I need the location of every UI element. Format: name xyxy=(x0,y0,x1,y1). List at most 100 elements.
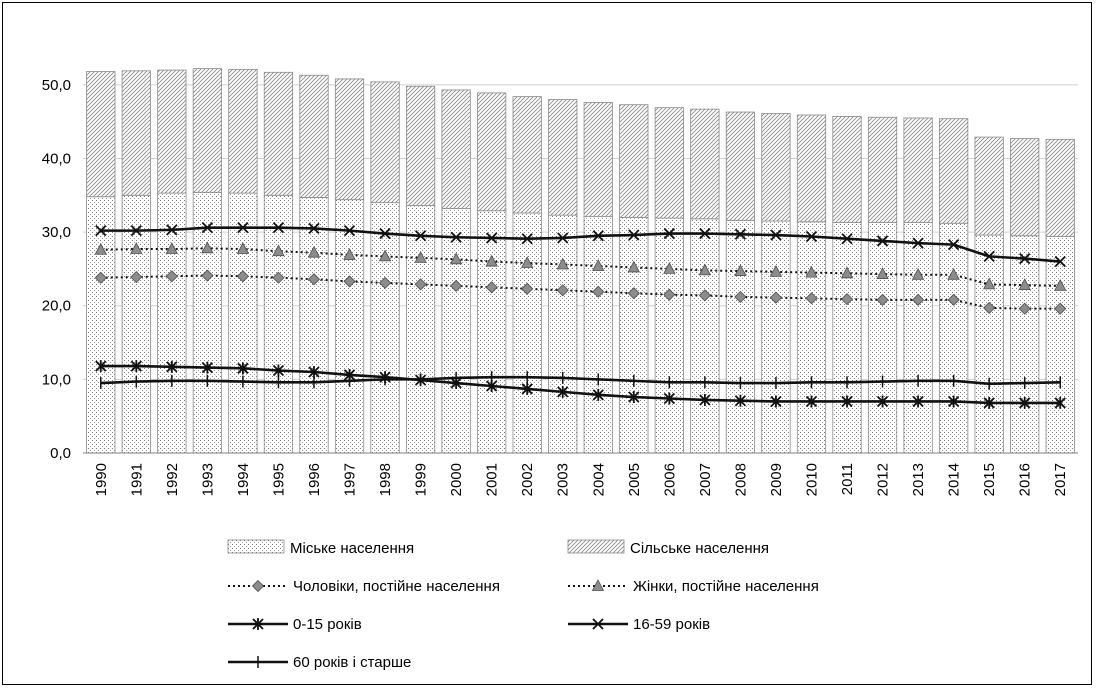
legend-item-16-59-років: 16-59 років xyxy=(568,616,710,633)
data-point xyxy=(983,250,995,263)
bar-rural-1990 xyxy=(86,71,116,198)
marker-triangle xyxy=(165,242,179,254)
data-point xyxy=(521,233,533,245)
data-point xyxy=(841,395,853,408)
data-point xyxy=(734,228,747,240)
data-point xyxy=(982,277,996,290)
data-point xyxy=(734,290,747,303)
x-tick-label: 1994 xyxy=(235,463,252,496)
data-point xyxy=(486,232,498,244)
data-point xyxy=(201,361,214,374)
x-tick-label: 2002 xyxy=(519,463,536,496)
x-tick-label: 2006 xyxy=(661,463,678,496)
chart-canvas: 0,0 10,0 20,0 30,0 40,0 50,0 1990 1991 1992 1993 1… xyxy=(42,68,1078,671)
data-point xyxy=(343,275,356,288)
marker-diamond xyxy=(251,579,265,593)
data-point xyxy=(308,366,320,378)
marker-triangle xyxy=(485,254,498,267)
bar-rural-2002 xyxy=(512,96,542,214)
x-tick-label: 2016 xyxy=(1017,463,1034,496)
data-point xyxy=(592,230,604,242)
x-tick-label: 1993 xyxy=(199,463,216,496)
data-point xyxy=(450,279,463,292)
data-point xyxy=(805,230,818,243)
bar-rural-2003 xyxy=(548,99,578,216)
x-tick-label: 1999 xyxy=(413,463,430,496)
legend-item-чоловіки-постійне-населення: Чоловіки, постійне населення xyxy=(228,578,500,595)
marker-diamond xyxy=(627,287,640,300)
marker-cross xyxy=(201,222,214,234)
marker-triangle xyxy=(94,242,107,255)
series-line xyxy=(100,375,1061,386)
data-point xyxy=(627,287,640,300)
legend-item-60-років-і-старше: 60 років і старше xyxy=(228,654,411,671)
data-point xyxy=(840,293,854,306)
data-point xyxy=(876,293,889,306)
marker-triangle xyxy=(769,264,783,277)
marker-cross xyxy=(1054,255,1066,268)
data-point xyxy=(378,249,392,262)
data-point xyxy=(1054,302,1067,315)
marker-cross xyxy=(130,224,142,237)
marker-triangle xyxy=(378,249,392,262)
marker-diamond xyxy=(378,276,392,289)
bar-rural-2007 xyxy=(690,108,720,220)
data-point xyxy=(307,245,321,258)
data-point xyxy=(805,395,818,408)
marker-triangle xyxy=(591,579,605,591)
marker-asterisk xyxy=(166,360,178,373)
bar-rural-1996 xyxy=(299,74,329,198)
data-point xyxy=(272,271,285,284)
marker-cross xyxy=(166,224,178,236)
data-point xyxy=(769,264,783,277)
bar-rural-2013 xyxy=(903,117,933,223)
lines-layer xyxy=(94,222,1067,409)
data-point xyxy=(876,267,889,279)
data-point xyxy=(1054,278,1067,291)
data-point xyxy=(592,388,604,401)
marker-diamond xyxy=(236,270,249,283)
bar-rural-1991 xyxy=(121,70,151,196)
bar-urban-2017 xyxy=(1045,236,1075,454)
data-point xyxy=(130,224,142,237)
marker-diamond xyxy=(698,289,711,302)
data-point xyxy=(628,229,640,241)
marker-asterisk xyxy=(1054,396,1066,409)
marker-cross xyxy=(308,222,320,235)
data-point xyxy=(343,224,356,237)
marker-cross xyxy=(805,230,818,243)
bar-urban-2002 xyxy=(512,212,542,454)
data-point xyxy=(663,392,675,405)
data-point xyxy=(450,231,462,243)
marker-cross xyxy=(521,233,533,245)
x-tick-label: 2005 xyxy=(626,463,643,496)
legend-marker xyxy=(251,579,265,593)
data-point xyxy=(307,273,321,286)
series-16-59-років xyxy=(95,222,1066,268)
marker-diamond xyxy=(912,293,925,306)
data-point xyxy=(698,263,712,276)
marker-cross xyxy=(876,235,889,247)
data-point xyxy=(1019,252,1031,265)
data-point xyxy=(308,222,320,235)
bar-urban-2001 xyxy=(477,210,507,454)
data-point xyxy=(272,244,285,257)
data-point xyxy=(130,270,143,284)
bar-urban-2010 xyxy=(796,221,827,454)
marker-cross xyxy=(1019,252,1031,265)
bar-urban-2016 xyxy=(1010,235,1040,454)
marker-diamond xyxy=(983,301,996,315)
data-point xyxy=(94,271,107,284)
marker-diamond xyxy=(307,273,321,286)
bar-rural-1993 xyxy=(192,68,222,193)
series-line xyxy=(100,247,1061,287)
data-point xyxy=(414,278,427,291)
y-tick-label: 10,0 xyxy=(42,371,71,388)
bar-rural-2010 xyxy=(796,114,827,223)
marker-diamond xyxy=(1054,302,1067,315)
marker-diamond xyxy=(485,281,498,294)
data-point xyxy=(698,289,711,302)
legend-item-міське-населення: Міське населення xyxy=(227,539,414,557)
marker-triangle xyxy=(130,242,143,254)
